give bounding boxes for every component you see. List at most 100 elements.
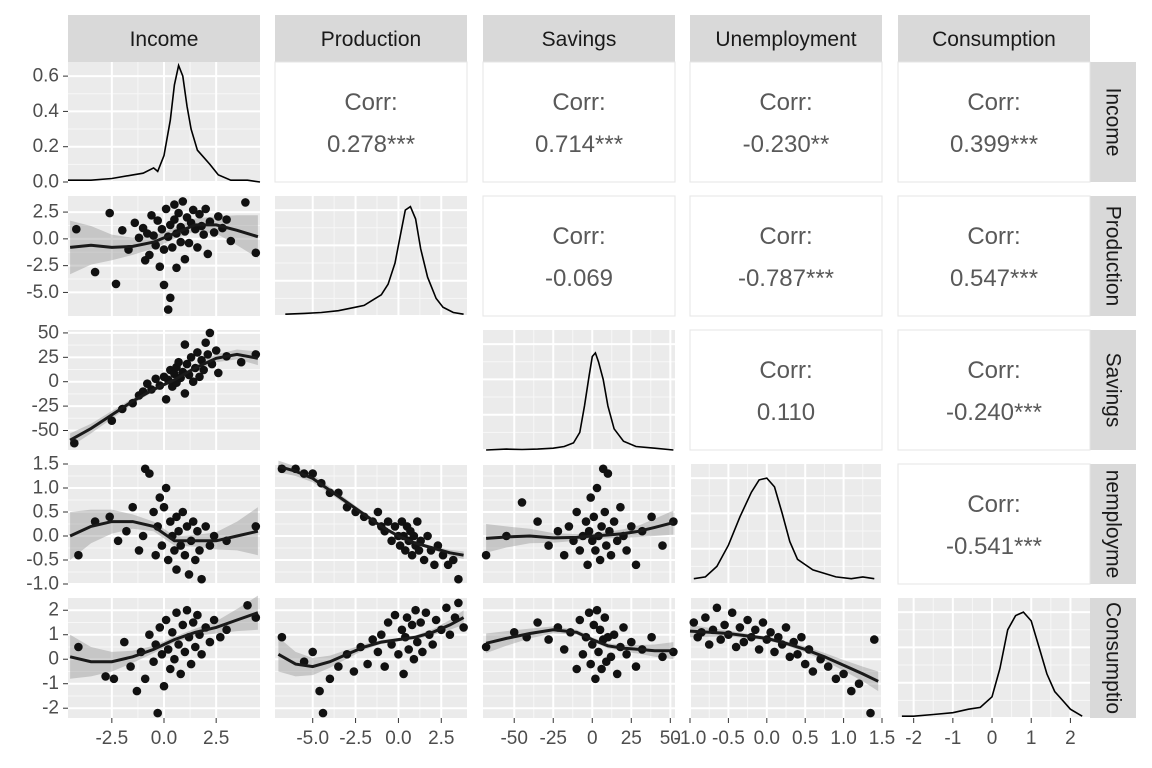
panel-2-0: [68, 328, 261, 450]
x-tick-label-savings: 50: [660, 728, 681, 749]
data-point: [414, 546, 424, 555]
data-point: [583, 560, 592, 570]
data-point: [758, 618, 768, 627]
data-point: [564, 522, 574, 531]
data-point: [431, 615, 441, 625]
data-point: [423, 531, 432, 541]
data-point: [622, 650, 631, 659]
corr-panel-border: [897, 61, 1091, 183]
data-point: [800, 659, 810, 669]
x-tick-label-savings: -50: [500, 728, 527, 749]
data-point: [544, 541, 553, 550]
data-point: [214, 368, 223, 378]
density-line-savings: [486, 351, 674, 451]
corr-panel-border: [897, 463, 1091, 585]
corr-label: Corr:: [344, 89, 397, 116]
data-point: [325, 674, 335, 684]
y-tick-label-consumption: 1: [48, 624, 59, 645]
data-point: [174, 208, 183, 218]
strip-right-income: [1090, 62, 1136, 182]
data-point: [720, 620, 729, 630]
strip-top-unemployment: [690, 15, 882, 62]
data-point: [199, 230, 208, 239]
data-point: [205, 328, 215, 338]
corr-value: 0.110: [757, 399, 815, 426]
data-point: [383, 517, 393, 526]
data-point: [120, 637, 129, 647]
data-point: [145, 630, 154, 639]
panel-0-0: [68, 62, 261, 183]
strip-top-label-savings: Savings: [542, 28, 617, 51]
data-point: [74, 550, 83, 560]
corr-label: Corr:: [552, 89, 605, 116]
data-point: [163, 555, 173, 565]
y-tick-label-savings: -50: [32, 420, 59, 441]
panel-3-1: [275, 460, 467, 585]
corr-value: 0.714***: [535, 131, 623, 158]
corr-label: Corr:: [967, 223, 1020, 250]
corr-panel-2-4: Corr: -0.240***: [897, 329, 1091, 451]
strip-right-label-consumption: Consumptio: [1102, 602, 1125, 714]
data-point: [159, 245, 169, 254]
data-point: [205, 541, 215, 550]
panel-2-2: [483, 330, 675, 451]
data-point: [193, 610, 202, 620]
data-point: [180, 389, 190, 398]
corr-value: -0.240***: [946, 399, 1042, 426]
data-point: [416, 618, 426, 627]
data-point: [251, 522, 261, 531]
data-point: [243, 601, 252, 610]
data-point: [74, 642, 83, 652]
x-tick-label-production: -5.0: [296, 728, 329, 749]
data-point: [793, 650, 802, 659]
data-point: [363, 659, 372, 669]
data-point: [101, 672, 110, 681]
data-point: [176, 669, 185, 679]
data-point: [166, 664, 175, 674]
data-point: [334, 662, 343, 671]
data-point: [182, 522, 192, 531]
data-point: [72, 224, 81, 234]
data-point: [168, 243, 177, 252]
panel-4-3: [689, 598, 883, 718]
data-point: [597, 522, 606, 531]
data-point: [399, 669, 408, 679]
x-tick-label-production: 0.0: [385, 728, 411, 749]
data-point: [377, 630, 386, 639]
strip-right-unemployment: [1090, 464, 1136, 584]
strip-top-label-unemployment: Unemployment: [715, 28, 856, 51]
smooth-line: [277, 464, 464, 557]
data-point: [390, 522, 400, 531]
corr-label: Corr:: [967, 89, 1020, 116]
y-tick-label-unemployment: 1.0: [33, 478, 59, 499]
data-point: [251, 248, 261, 258]
data-point: [481, 550, 491, 560]
data-point: [209, 615, 219, 625]
data-point: [445, 630, 455, 639]
data-point: [188, 205, 198, 215]
y-tick-label-unemployment: 0.5: [33, 502, 59, 523]
data-point: [184, 238, 194, 248]
density-line-income: [68, 62, 261, 183]
confidence-band: [70, 595, 258, 679]
corr-panel-border: [897, 329, 1091, 451]
data-point: [413, 637, 422, 647]
data-point: [533, 618, 542, 627]
data-point: [170, 654, 179, 664]
x-tick-label-unemployment: -0.5: [712, 728, 745, 749]
corr-value: 0.278***: [327, 131, 415, 158]
y-tick-label-production: 0.0: [33, 228, 59, 249]
data-point: [172, 565, 181, 574]
data-point: [109, 674, 119, 684]
data-point: [380, 662, 390, 671]
data-point: [572, 507, 581, 517]
data-point: [622, 546, 631, 555]
data-point: [701, 613, 710, 622]
data-point: [847, 686, 856, 696]
y-tick-label-unemployment: -0.5: [26, 550, 59, 571]
data-point: [600, 613, 610, 622]
data-point: [584, 608, 594, 617]
data-point: [184, 570, 194, 579]
density-line-consumption: [901, 611, 1083, 717]
